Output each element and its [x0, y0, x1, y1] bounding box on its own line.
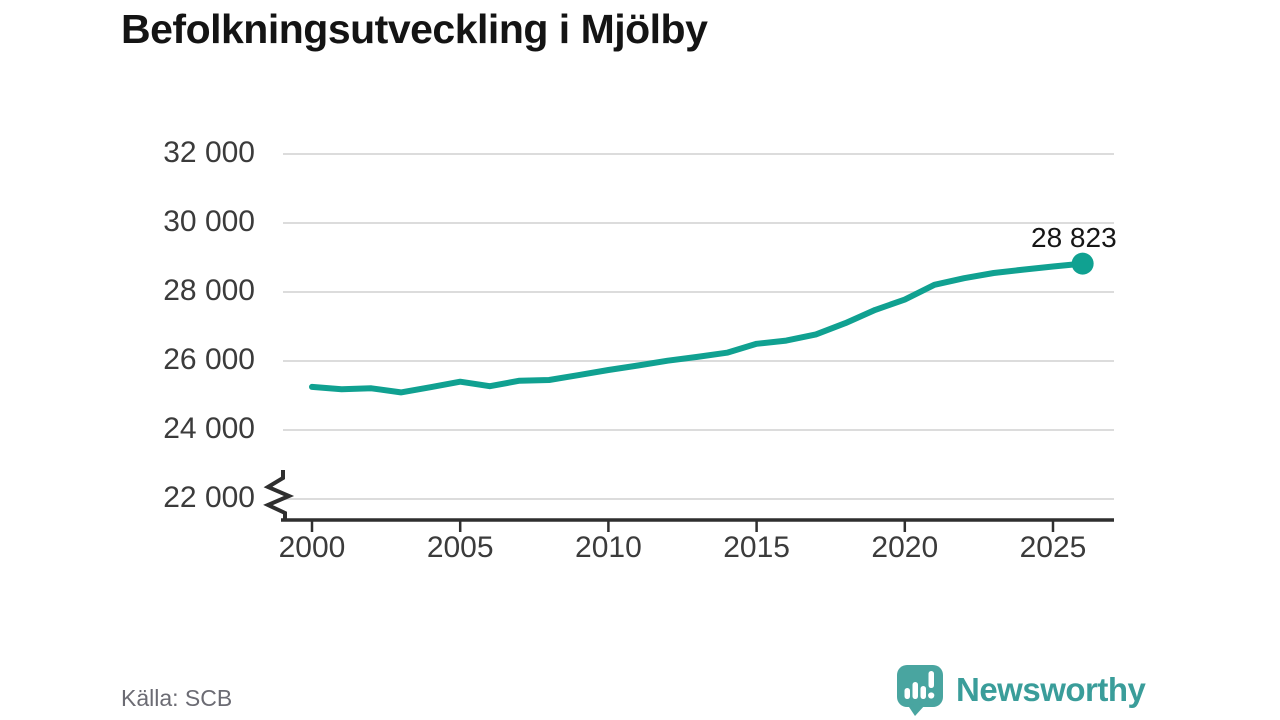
chart-title: Befolkningsutveckling i Mjölby — [121, 6, 708, 52]
population-series-line — [309, 260, 1086, 396]
newsworthy-logo-icon — [897, 665, 943, 716]
last-value-label: 28 823 — [1031, 222, 1117, 253]
source-credit: Källa: SCB — [121, 685, 233, 711]
x-tick-label: 2015 — [723, 531, 790, 564]
last-point-dot — [1071, 252, 1094, 275]
newsworthy-branding: Newsworthy — [894, 663, 1146, 716]
x-tick-label: 2010 — [575, 531, 642, 564]
y-tick-label: 28 000 — [163, 274, 255, 307]
x-tick-label: 2005 — [426, 531, 494, 564]
y-tick-label: 22 000 — [163, 481, 255, 514]
y-tick-label: 24 000 — [163, 412, 255, 445]
x-tick-label: 2020 — [871, 531, 939, 564]
y-tick-label: 32 000 — [163, 136, 255, 169]
y-tick-label: 26 000 — [163, 343, 255, 376]
x-tick-label: 2000 — [278, 531, 346, 564]
y-tick-label: 30 000 — [163, 205, 255, 238]
x-tick-label: 2025 — [1019, 531, 1087, 564]
y-axis-break-icon — [263, 470, 295, 520]
newsworthy-wordmark: Newsworthy — [956, 670, 1146, 708]
